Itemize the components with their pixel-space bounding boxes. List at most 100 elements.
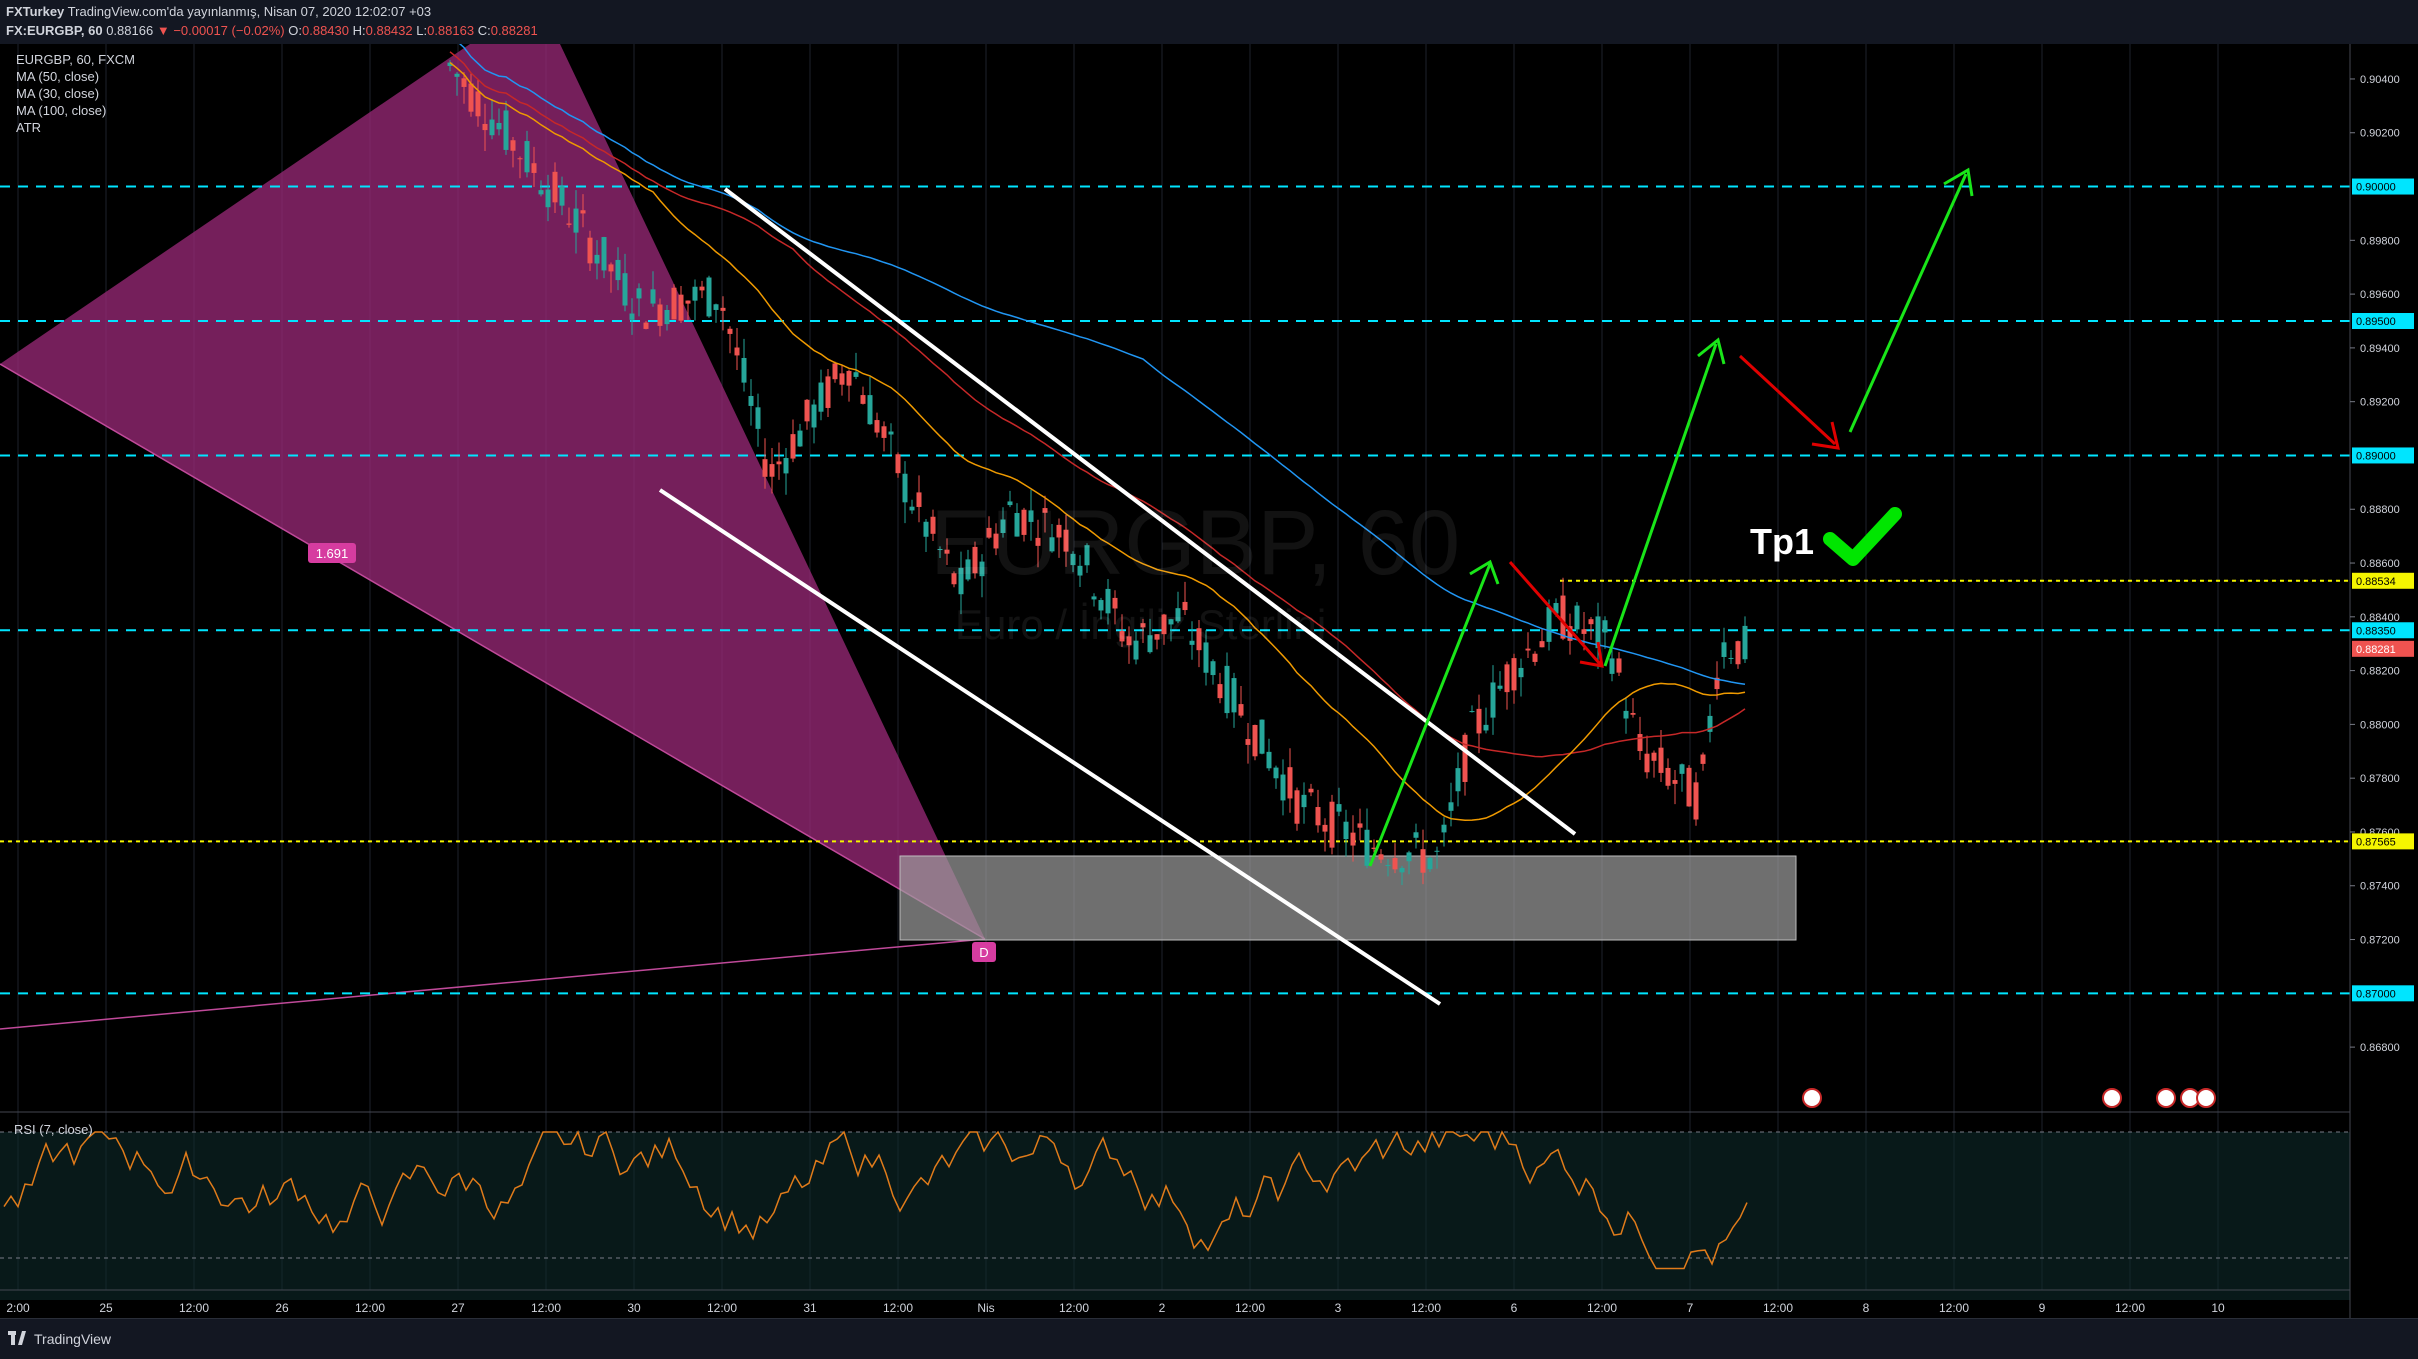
- candle-body: [1595, 616, 1601, 649]
- time-axis-label: 10: [2211, 1301, 2225, 1315]
- candle-body: [881, 426, 887, 438]
- demand-zone-box[interactable]: [899, 855, 1797, 941]
- candle-body: [748, 396, 754, 406]
- candle-body: [1308, 788, 1314, 793]
- candle-body: [1112, 597, 1118, 609]
- price-axis-label: 0.88200: [2360, 666, 2400, 678]
- candle-body: [958, 567, 964, 595]
- candle-body: [531, 163, 537, 173]
- price-axis-label: 0.86800: [2360, 1042, 2400, 1054]
- event-flag-icon[interactable]: [2196, 1088, 2216, 1108]
- event-flag-icon[interactable]: [2102, 1088, 2122, 1108]
- candle-body: [1196, 628, 1202, 651]
- price-axis-tag: [2352, 985, 2414, 1002]
- watermark-description: Euro / İngiliz Sterlini: [955, 601, 1326, 648]
- pattern-ratio-badge[interactable]: [308, 543, 356, 563]
- price-change: −0.00017 (−0.02%): [173, 23, 285, 38]
- pattern-point-badge[interactable]: [972, 942, 996, 962]
- candle-body: [1364, 829, 1370, 866]
- candle-body: [650, 289, 656, 304]
- candle-body: [643, 322, 649, 329]
- publisher-name[interactable]: FXTurkey: [6, 4, 65, 19]
- candle-body: [1147, 635, 1153, 653]
- legend-study-ma30[interactable]: MA (30, close): [16, 86, 99, 101]
- candle-body: [1483, 724, 1489, 731]
- legend-study-ma100[interactable]: MA (100, close): [16, 103, 106, 118]
- pattern-point-text: D: [979, 945, 988, 960]
- time-axis-label: 12:00: [355, 1301, 385, 1315]
- candle-body: [734, 347, 740, 356]
- candle-body: [1546, 607, 1552, 642]
- candle-body: [979, 561, 985, 577]
- candle-body: [1294, 790, 1300, 824]
- candle-body: [818, 382, 824, 412]
- candle-body: [1119, 631, 1125, 642]
- time-axis-label: 12:00: [1939, 1301, 1969, 1315]
- close-label: C:: [477, 23, 491, 38]
- candle-body: [1287, 767, 1293, 799]
- time-axis-label: 12:00: [179, 1301, 209, 1315]
- tradingview-brand[interactable]: TradingView: [34, 1331, 112, 1347]
- candle-body: [986, 527, 992, 538]
- price-axis[interactable]: [2350, 44, 2418, 1318]
- candle-body: [587, 237, 593, 264]
- symbol-name[interactable]: FX:EURGBP, 60: [6, 23, 103, 38]
- price-chart[interactable]: Tp1 EURGBP, 60 Euro / İngiliz Sterlini 1…: [0, 44, 2418, 1318]
- price-axis-tag-text: 0.87000: [2356, 988, 2396, 1000]
- channel-lower-line[interactable]: [658, 488, 1442, 1006]
- candle-body: [1588, 619, 1594, 625]
- price-axis-label: 0.87800: [2360, 773, 2400, 785]
- candle-body: [510, 140, 516, 151]
- candle-body: [1035, 537, 1041, 546]
- candle-body: [1406, 852, 1412, 862]
- candle-body: [685, 300, 691, 304]
- last-price: 0.88166: [106, 23, 154, 38]
- tradingview-logo-icon[interactable]: [8, 1329, 30, 1347]
- time-axis-label: 26: [275, 1301, 289, 1315]
- arrow-up-2-head: [1697, 337, 1726, 365]
- time-axis-label: 7: [1687, 1301, 1694, 1315]
- candle-body: [1476, 708, 1482, 734]
- candle-body: [965, 559, 971, 580]
- candle-body: [1098, 600, 1104, 611]
- legend-study-atr[interactable]: ATR: [16, 120, 41, 135]
- candle-body: [1679, 764, 1685, 774]
- candle-body: [930, 516, 936, 534]
- arrow-down-2: [1738, 354, 1837, 446]
- candle-body: [699, 286, 705, 291]
- candle-body: [1189, 640, 1195, 645]
- open-label: O:: [288, 23, 302, 38]
- time-axis-label: 12:00: [531, 1301, 561, 1315]
- pattern-ratio-text: 1.691: [316, 546, 349, 561]
- candle-body: [825, 376, 831, 408]
- candle-body: [1490, 682, 1496, 718]
- candle-body: [1644, 753, 1650, 773]
- candle-body: [1518, 667, 1524, 678]
- event-flag-icon[interactable]: [1802, 1088, 1822, 1108]
- candle-body: [1553, 603, 1559, 614]
- candle-body: [1441, 824, 1447, 833]
- legend-study-ma50[interactable]: MA (50, close): [16, 69, 99, 84]
- candle-body: [1728, 657, 1734, 659]
- time-axis-labels[interactable]: 2:00 25 12:00 26 12:00 27 12:00 30 12:00 31 12:00 N…: [6, 1301, 2225, 1315]
- economic-events[interactable]: [1802, 1088, 2216, 1108]
- price-axis-label: 0.89800: [2360, 235, 2400, 247]
- time-axis-label: 27: [451, 1301, 465, 1315]
- price-axis-label: 0.90400: [2360, 74, 2400, 86]
- time-axis-label: 3: [1335, 1301, 1342, 1315]
- price-axis-label: 0.90200: [2360, 128, 2400, 140]
- chart-legend: EURGBP, 60, FXCM MA (50, close) MA (30, …: [16, 52, 135, 135]
- candle-body: [1707, 715, 1713, 732]
- rsi-label[interactable]: RSI (7, close): [14, 1122, 93, 1137]
- candle-body: [902, 473, 908, 503]
- candle-body: [1721, 642, 1727, 657]
- harmonic-pattern-fill: [0, 44, 985, 939]
- channel-upper-line[interactable]: [723, 187, 1577, 836]
- candle-body: [1602, 620, 1608, 633]
- candle-body: [832, 363, 838, 380]
- event-flag-icon[interactable]: [2156, 1088, 2176, 1108]
- candle-body: [454, 73, 460, 77]
- candle-body: [489, 119, 495, 136]
- candle-body: [608, 264, 614, 272]
- time-axis-label: 12:00: [707, 1301, 737, 1315]
